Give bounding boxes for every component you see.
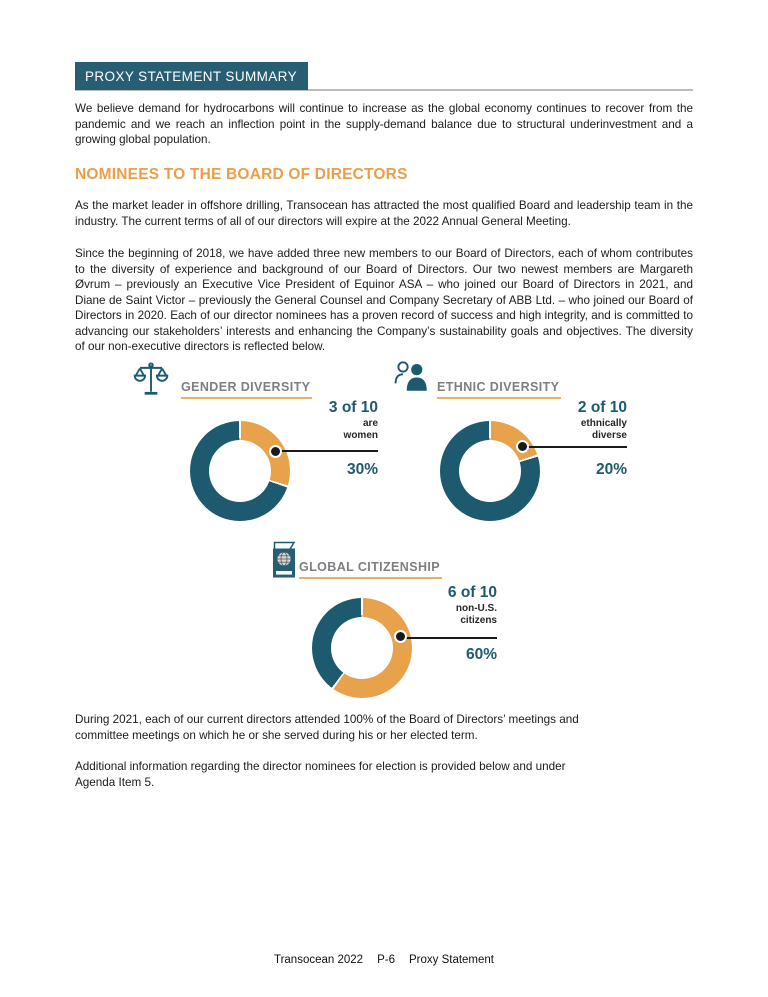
donut-hole	[209, 440, 271, 502]
paragraph-intro: We believe demand for hydrocarbons will …	[75, 102, 693, 146]
global-percent: 60%	[465, 646, 497, 663]
gender-percent: 30%	[346, 461, 378, 478]
footer-company: Transocean 2022	[273, 954, 364, 966]
page-title: NOMINEES TO THE BOARD OF DIRECTORS	[75, 166, 408, 183]
ethnic-sublabel: ethnically diverse	[580, 418, 627, 441]
footer-doc-type: Proxy Statement	[408, 954, 494, 966]
donut-global	[312, 598, 412, 698]
callout-line	[405, 637, 497, 639]
diversity-charts: GENDER DIVERSITY 3 of 10 are women 30% E…	[0, 358, 768, 712]
global-headline: 6 of 10	[447, 584, 497, 601]
gender-headline: 3 of 10	[328, 399, 378, 416]
chart-title-gender: GENDER DIVERSITY	[181, 380, 313, 399]
header-rule	[75, 89, 693, 91]
donut-hole	[331, 617, 393, 679]
callout-line	[526, 446, 627, 448]
paragraph-attendance: During 2021, each of our current directo…	[75, 713, 579, 742]
donut-hole	[459, 440, 521, 502]
chart-title-ethnic: ETHNIC DIVERSITY	[437, 380, 562, 399]
scales-icon-svg	[133, 362, 169, 395]
people-icon-svg	[394, 361, 427, 391]
donut-ethnic	[440, 421, 540, 521]
callout-dot	[515, 440, 529, 454]
chart-title-global: GLOBAL CITIZENSHIP	[299, 560, 443, 579]
callout-dot	[268, 444, 282, 458]
paragraph-board-additions: Since the beginning of 2018, we have add…	[75, 247, 693, 353]
people-icon	[393, 360, 431, 399]
donut-ring	[440, 421, 540, 521]
paragraph-additional-info: Additional information regarding the dir…	[75, 760, 566, 789]
footer-page-number: P-6	[377, 954, 395, 966]
passport-icon-svg	[273, 541, 296, 578]
page-footer: Transocean 2022 P-6 Proxy Statement	[0, 954, 768, 966]
donut-ring	[190, 421, 290, 521]
donut-gender	[190, 421, 290, 521]
scales-icon	[133, 361, 169, 402]
ethnic-percent: 20%	[595, 461, 627, 478]
gender-sublabel: are women	[343, 418, 378, 441]
ethnic-headline: 2 of 10	[577, 399, 627, 416]
global-sublabel: non-U.S. citizens	[455, 603, 497, 626]
passport-icon	[270, 541, 298, 586]
callout-line	[280, 450, 378, 452]
callout-dot	[394, 630, 408, 644]
banner-title: PROXY STATEMENT SUMMARY	[85, 68, 297, 84]
paragraph-market-leader: As the market leader in offshore drillin…	[75, 199, 693, 228]
donut-ring	[312, 598, 412, 698]
section-banner: PROXY STATEMENT SUMMARY	[75, 62, 308, 90]
